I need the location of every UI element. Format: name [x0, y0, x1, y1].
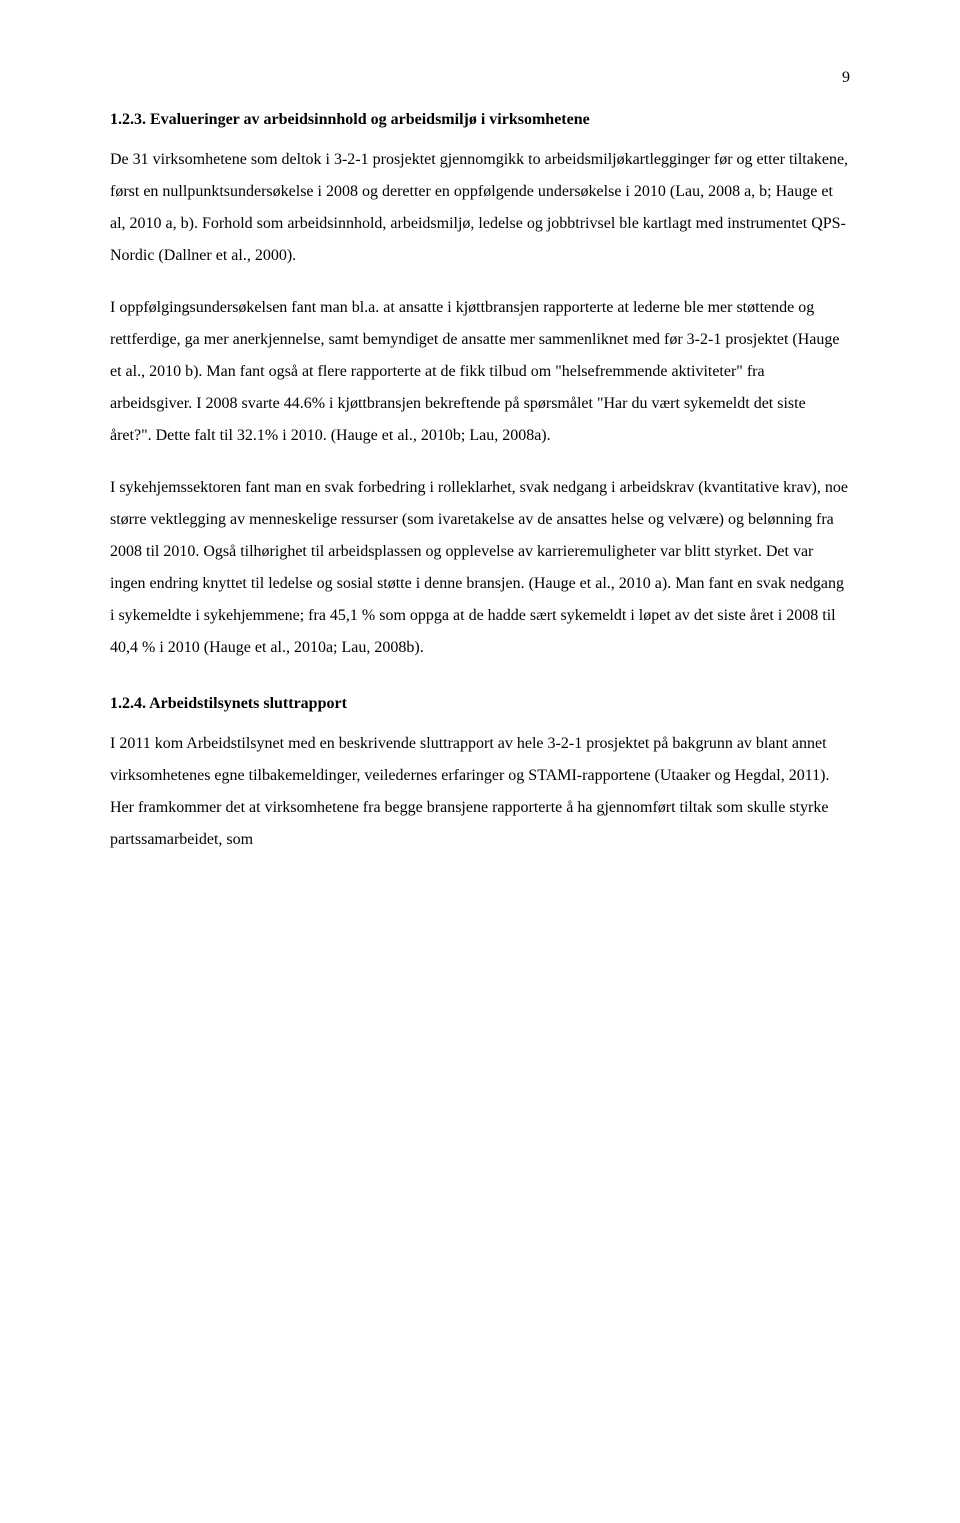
- paragraph: De 31 virksomhetene som deltok i 3-2-1 p…: [110, 144, 850, 272]
- paragraph: I 2011 kom Arbeidstilsynet med en beskri…: [110, 728, 850, 856]
- section-heading-2: 1.2.4. Arbeidstilsynets sluttrapport: [110, 688, 850, 720]
- paragraph: I sykehjemssektoren fant man en svak for…: [110, 472, 850, 664]
- section-heading-1: 1.2.3. Evalueringer av arbeidsinnhold og…: [110, 104, 850, 136]
- paragraph: I oppfølgingsundersøkelsen fant man bl.a…: [110, 292, 850, 452]
- page-number: 9: [110, 70, 850, 86]
